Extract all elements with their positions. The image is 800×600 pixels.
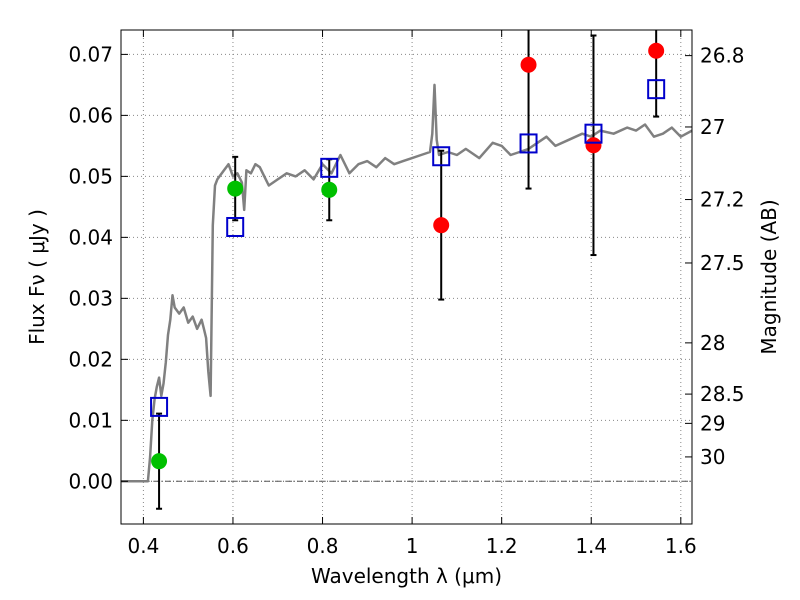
x-tick-label: 1	[406, 534, 419, 558]
magnitude-tick-label: 30	[700, 445, 725, 469]
magnitude-axis-ticks: 26.8 27 27.2 27.5 28 28.5 29 30	[685, 44, 745, 469]
magnitude-tick-label: 28	[700, 331, 725, 355]
y-tick-label: 0.03	[68, 286, 113, 310]
model-flux-square	[226, 216, 245, 237]
x-tick-label: 1.6	[665, 534, 697, 558]
magnitude-axis-label: Magnitude (AB)	[757, 199, 781, 354]
x-tick-label: 1.4	[575, 534, 607, 558]
y-tick-label: 0.07	[68, 42, 113, 66]
flux-point	[227, 180, 244, 197]
model-flux-square	[320, 157, 339, 178]
y-tick-label: 0.04	[68, 225, 113, 249]
flux-point	[433, 217, 450, 234]
magnitude-tick-label: 27	[700, 115, 725, 139]
model-flux-square	[647, 79, 666, 100]
magnitude-tick-label: 29	[700, 411, 725, 435]
y-tick-label: 0.01	[68, 408, 113, 432]
x-tick-label: 0.4	[127, 534, 159, 558]
y-axis-label: Flux Fν ( μJy )	[25, 209, 49, 345]
y-tick-label: 0.05	[68, 164, 113, 188]
y-tick-label: 0.02	[68, 347, 113, 371]
magnitude-tick-label: 28.5	[700, 382, 745, 406]
flux-point	[151, 453, 168, 470]
x-tick-label: 1.2	[486, 534, 518, 558]
x-tick-label: 0.6	[217, 534, 249, 558]
error-bars	[156, 30, 660, 510]
data-markers	[150, 42, 666, 470]
grid	[121, 30, 692, 524]
flux-point	[585, 137, 602, 154]
magnitude-tick-label: 27.5	[700, 251, 745, 275]
x-axis-label: Wavelength λ (μm)	[311, 564, 502, 588]
plot-frame	[120, 29, 693, 525]
magnitude-tick-label: 27.2	[700, 188, 745, 212]
flux-point	[520, 56, 537, 73]
x-axis-ticks: 0.4 0.6 0.8 1 1.2 1.4 1.6	[127, 30, 697, 558]
x-tick-label: 0.8	[307, 534, 339, 558]
flux-point	[648, 42, 665, 59]
model-flux-square	[150, 396, 169, 417]
magnitude-tick-label: 26.8	[700, 44, 745, 68]
y-tick-label: 0.06	[68, 103, 113, 127]
y-axis-ticks: 0.00 0.01 0.02 0.03 0.04 0.05 0.06 0.07	[68, 42, 128, 493]
model-flux-square	[519, 133, 538, 154]
model-spectrum-line	[121, 83, 693, 483]
y-tick-label: 0.00	[68, 469, 113, 493]
flux-point	[321, 181, 338, 198]
model-flux-square	[584, 123, 603, 144]
model-flux-square	[432, 146, 451, 167]
